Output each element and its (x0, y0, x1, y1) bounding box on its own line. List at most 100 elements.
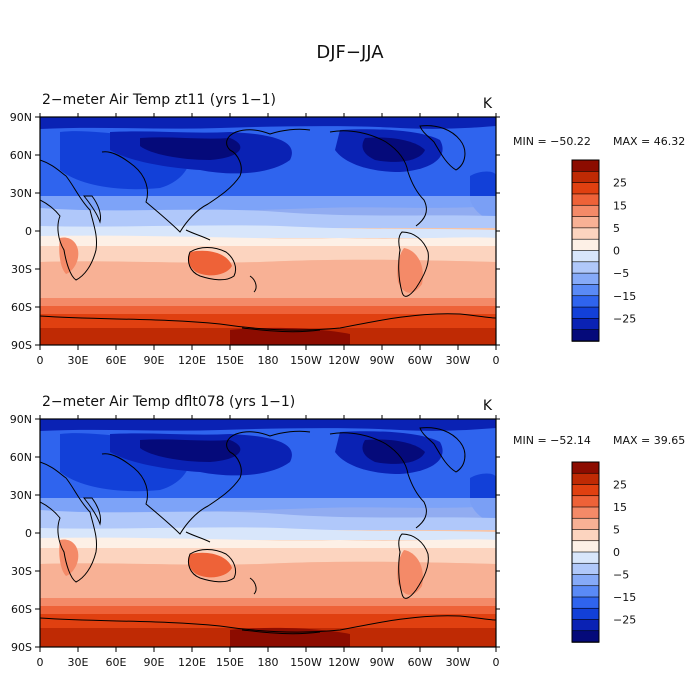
y-tick-label: 30N (10, 489, 32, 502)
colorbar-frame (571, 159, 600, 342)
y-tick-label: 30S (11, 565, 32, 578)
colorbar-swatch (571, 495, 600, 508)
panel-1-units: K (483, 96, 493, 112)
colorbar-swatch (571, 227, 600, 240)
y-tick-label: 30N (10, 187, 32, 200)
x-tick-label: 120W (328, 656, 360, 669)
colorbar-label: 25 (613, 479, 627, 492)
x-tick-label: 90E (144, 354, 165, 367)
x-tick-label: 60E (106, 354, 127, 367)
colorbar-label: −15 (613, 591, 636, 604)
panel-1-max: MAX = 46.32 (613, 135, 685, 148)
colorbar-label: 25 (613, 177, 627, 190)
x-tick-label: 0 (493, 354, 500, 367)
colorbar-swatch (571, 295, 600, 308)
x-tick-label: 90W (370, 354, 395, 367)
x-tick-label: 120E (178, 656, 206, 669)
colorbar-label: −5 (613, 569, 629, 582)
colorbar-swatch (571, 318, 600, 331)
x-tick-label: 30E (68, 656, 89, 669)
x-tick-label: 60E (106, 656, 127, 669)
panel-1-title: 2−meter Air Temp zt11 (yrs 1−1) (42, 92, 276, 108)
colorbar-swatch (571, 461, 600, 475)
colorbar-swatch (571, 529, 600, 542)
colorbar-swatch (571, 517, 600, 531)
colorbar-label: 15 (613, 199, 627, 212)
x-tick-label: 0 (37, 354, 44, 367)
colorbar-swatch (571, 596, 600, 610)
y-tick-label: 30S (11, 263, 32, 276)
colorbar-frame (571, 461, 600, 643)
colorbar-label: 0 (613, 245, 620, 258)
x-tick-label: 30E (68, 354, 89, 367)
panel-2-title: 2−meter Air Temp dflt078 (yrs 1−1) (42, 394, 295, 410)
colorbar-label: 15 (613, 501, 627, 514)
colorbar-swatch (571, 306, 600, 320)
colorbar-swatch (571, 562, 600, 576)
colorbar-swatch (571, 261, 600, 274)
colorbar-label: 5 (613, 524, 620, 537)
colorbar-swatch (571, 171, 600, 184)
y-tick-label: 60N (10, 149, 32, 162)
x-tick-label: 120E (178, 354, 206, 367)
colorbar-label: 5 (613, 222, 620, 235)
axes-layer: 0 30E 60E 90E 120E 150E 180 150W 120W 90W 60W 30W 0 9… (10, 111, 500, 669)
x-tick-label: 30W (446, 656, 471, 669)
colorbar-label: −25 (613, 614, 636, 627)
x-tick-label: 90W (370, 656, 395, 669)
colorbar-layer: 25 15 5 0 −5 −15 −25 25 15 5 0 −5 −15 −25 (571, 159, 636, 643)
colorbar-swatch (571, 238, 600, 252)
colorbar-swatch (571, 607, 600, 621)
x-tick-label: 150W (290, 354, 322, 367)
colorbar-swatch (571, 506, 600, 520)
panel-1-map (40, 117, 496, 345)
colorbar-swatch (571, 630, 600, 643)
colorbar-swatch (571, 585, 600, 598)
colorbar-swatch (571, 272, 600, 286)
x-tick-label: 150E (216, 656, 244, 669)
coastlines (40, 125, 496, 333)
y-tick-label: 0 (25, 527, 32, 540)
y-tick-label: 60S (11, 603, 32, 616)
colorbar-label: −5 (613, 267, 629, 280)
panel-1: 2−meter Air Temp zt11 (yrs 1−1) K MIN = … (39, 92, 685, 346)
panel-2-min: MIN = −52.14 (513, 434, 591, 447)
panel-2-map (40, 419, 496, 647)
colorbar-swatch (571, 216, 600, 229)
x-tick-label: 180 (258, 354, 279, 367)
x-tick-label: 150W (290, 656, 322, 669)
x-tick-label: 0 (37, 656, 44, 669)
y-tick-label: 0 (25, 225, 32, 238)
colorbar-swatch (571, 551, 600, 565)
colorbar-swatch (571, 182, 600, 195)
colorbar-swatch (571, 574, 600, 587)
y-tick-label: 90N (10, 111, 32, 124)
x-tick-label: 150E (216, 354, 244, 367)
y-tick-label: 90N (10, 413, 32, 426)
temperature-field (40, 117, 496, 345)
colorbar-swatch (571, 329, 600, 342)
y-tick-label: 60S (11, 301, 32, 314)
y-tick-label: 60N (10, 451, 32, 464)
coastlines (40, 427, 496, 635)
colorbar-swatch (571, 250, 600, 263)
panel-2: 2−meter Air Temp dflt078 (yrs 1−1) K MIN… (39, 394, 685, 648)
x-tick-label: 60W (408, 354, 433, 367)
x-tick-label: 90E (144, 656, 165, 669)
x-tick-label: 60W (408, 656, 433, 669)
colorbar-swatch (571, 204, 600, 218)
colorbar-swatch (571, 472, 600, 486)
panel-1-min: MIN = −50.22 (513, 135, 591, 148)
colorbar-swatch (571, 159, 600, 173)
colorbar-label: −25 (613, 312, 636, 325)
panel-2-max: MAX = 39.65 (613, 434, 685, 447)
x-tick-label: 0 (493, 656, 500, 669)
x-tick-label: 120W (328, 354, 360, 367)
colorbar-label: 0 (613, 546, 620, 559)
panel-2-units: K (483, 398, 493, 414)
figure-title: DJF−JJA (316, 42, 384, 63)
colorbar-swatch (571, 619, 600, 632)
colorbar-swatch (571, 540, 600, 553)
x-tick-label: 180 (258, 656, 279, 669)
